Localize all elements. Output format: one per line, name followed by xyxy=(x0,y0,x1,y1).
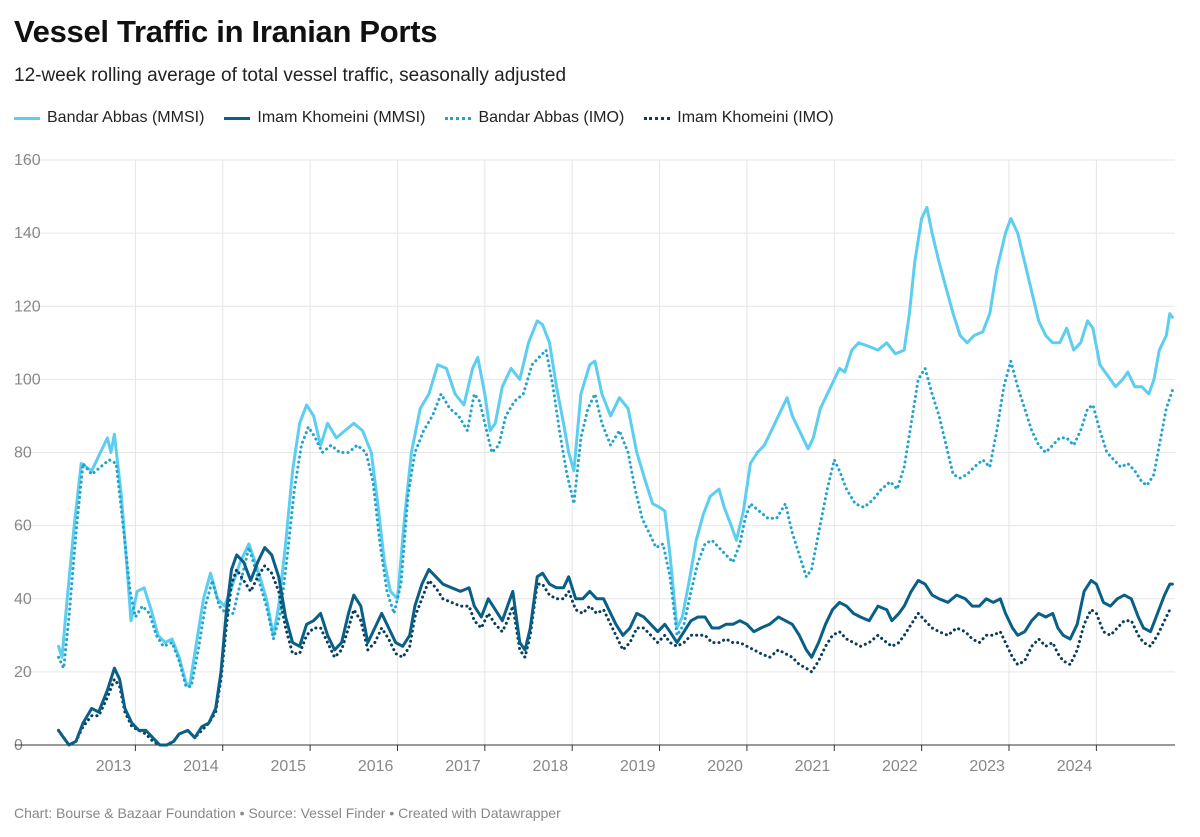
series-line-bandar-abbas-imo xyxy=(57,348,1174,688)
legend: Bandar Abbas (MMSI) Imam Khomeini (MMSI)… xyxy=(14,109,834,127)
series-line-imam-khomeini-imo xyxy=(57,564,1174,747)
y-tick-label: 40 xyxy=(14,591,32,608)
x-tick-label: 2020 xyxy=(707,758,743,775)
x-tick-label: 2013 xyxy=(96,758,132,775)
y-tick-label: 160 xyxy=(14,152,41,169)
x-tick-label: 2024 xyxy=(1057,758,1093,775)
x-tick-label: 2022 xyxy=(882,758,918,775)
x-tick-label: 2023 xyxy=(969,758,1005,775)
x-tick-label: 2019 xyxy=(620,758,656,775)
x-tick-label: 2018 xyxy=(533,758,569,775)
chart-footer: Chart: Bourse & Bazaar Foundation • Sour… xyxy=(14,805,561,821)
legend-item-imam-khomeini-imo: Imam Khomeini (IMO) xyxy=(644,109,834,127)
y-tick-label: 20 xyxy=(14,664,32,681)
legend-swatch-bandar-abbas-imo xyxy=(445,116,472,120)
x-tick-label: 2017 xyxy=(445,758,481,775)
y-tick-label: 80 xyxy=(14,445,32,462)
series-line-imam-khomeini-mmsi xyxy=(57,546,1174,747)
chart-title: Vessel Traffic in Iranian Ports xyxy=(14,14,438,49)
legend-label-bandar-abbas-imo: Bandar Abbas (IMO) xyxy=(478,109,625,126)
y-tick-label: 100 xyxy=(14,371,41,388)
x-tick-label: 2021 xyxy=(795,758,831,775)
series-lines xyxy=(57,206,1174,747)
x-tick-label: 2015 xyxy=(270,758,306,775)
chart-subtitle: 12-week rolling average of total vessel … xyxy=(14,65,567,86)
x-tick-label: 2014 xyxy=(183,758,219,775)
legend-label-imam-khomeini-mmsi: Imam Khomeini (MMSI) xyxy=(257,109,426,126)
legend-item-bandar-abbas-mmsi: Bandar Abbas (MMSI) xyxy=(14,109,204,127)
legend-swatch-imam-khomeini-imo xyxy=(644,116,671,120)
legend-item-imam-khomeini-mmsi: Imam Khomeini (MMSI) xyxy=(224,109,425,127)
legend-label-imam-khomeini-imo: Imam Khomeini (IMO) xyxy=(677,109,834,126)
legend-item-bandar-abbas-imo: Bandar Abbas (IMO) xyxy=(445,109,624,127)
y-tick-label: 140 xyxy=(14,225,41,242)
y-tick-label: 60 xyxy=(14,518,32,535)
y-tick-label: 120 xyxy=(14,298,41,315)
x-tick-label: 2016 xyxy=(358,758,394,775)
legend-label-bandar-abbas-mmsi: Bandar Abbas (MMSI) xyxy=(47,109,205,126)
legend-swatch-bandar-abbas-mmsi xyxy=(14,116,40,120)
legend-swatch-imam-khomeini-mmsi xyxy=(224,116,251,120)
